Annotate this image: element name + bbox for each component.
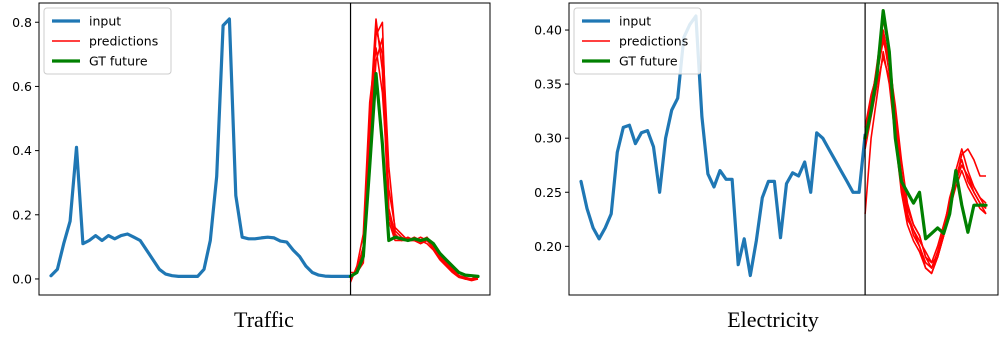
legend-box — [573, 7, 702, 75]
y-tick-label: 0.0 — [12, 271, 32, 286]
input-series-line — [579, 14, 867, 278]
legend: input predictions GT future — [43, 7, 172, 75]
axes-frame — [568, 2, 999, 296]
prediction-line-6 — [864, 29, 987, 269]
plot-area — [49, 17, 480, 283]
y-tick-label: 0.25 — [534, 185, 562, 200]
y-tick-label: 0.4 — [12, 143, 32, 158]
chart-caption: Traffic — [234, 307, 294, 332]
chart-caption: Electricity — [727, 307, 819, 332]
legend-label: GT future — [89, 54, 148, 69]
y-tick-label: 0.35 — [534, 77, 562, 92]
axes-frame — [38, 2, 491, 296]
y-tick-label: 0.2 — [12, 207, 32, 222]
y-tick-label: 0.30 — [534, 131, 562, 146]
y-tick-label: 0.8 — [12, 15, 32, 30]
legend-box — [43, 7, 172, 75]
input-series-line — [49, 17, 353, 278]
gt-future-line — [863, 9, 988, 241]
chart-panel-2: 0.20 0.25 0.30 0.35 0.40 input predictions GT f… — [534, 2, 999, 332]
legend: input predictions GT future — [573, 7, 702, 75]
y-tick-label: 0.20 — [534, 239, 562, 254]
prediction-line-5 — [864, 34, 987, 269]
legend-label: GT future — [619, 54, 678, 69]
y-tick-label: 0.6 — [12, 79, 32, 94]
legend-label: predictions — [619, 34, 688, 49]
legend-label: input — [619, 14, 651, 29]
legend-label: predictions — [89, 34, 158, 49]
prediction-line-4 — [864, 56, 987, 264]
chart-panel-1: 0.0 0.2 0.4 0.6 0.8 input predictions GT future… — [12, 2, 491, 332]
gt-future-line — [348, 71, 480, 278]
plot-area — [579, 9, 988, 278]
legend-label: input — [89, 14, 121, 29]
y-tick-label: 0.40 — [534, 23, 562, 38]
